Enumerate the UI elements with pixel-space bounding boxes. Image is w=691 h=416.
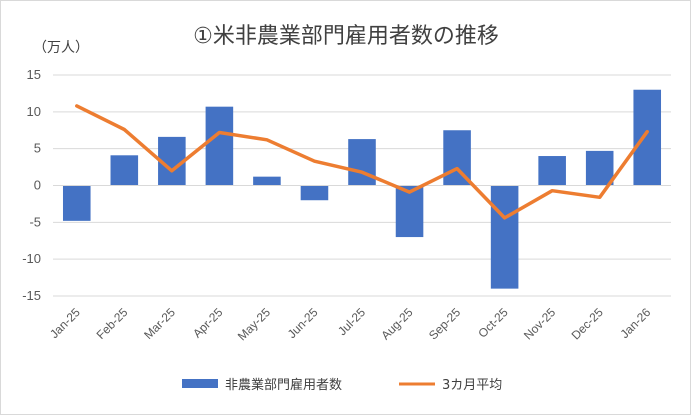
bar-Apr-25	[206, 107, 234, 186]
bar-Jul-25	[348, 139, 376, 185]
x-tick-label: Nov-25	[521, 305, 558, 342]
y-tick-label: 5	[34, 141, 41, 156]
x-tick-label: Mar-25	[141, 305, 178, 342]
y-tick-label: 15	[27, 67, 41, 82]
y-axis-ticks: 15 10 5 0 -5 -10 -15	[22, 67, 41, 303]
chart-title: ①米非農業部門雇用者数の推移	[193, 24, 499, 49]
y-tick-label: -5	[29, 214, 41, 229]
legend-line-label: 3カ月平均	[442, 378, 502, 393]
legend-bar-label: 非農業部門雇用者数	[225, 377, 342, 393]
x-tick-label: May-25	[235, 305, 273, 343]
x-tick-label: Jun-25	[285, 305, 321, 341]
y-axis-unit-label: （万人）	[33, 40, 89, 56]
bar-Dec-25	[586, 151, 614, 186]
bar-Jun-25	[301, 186, 329, 201]
bar-Feb-25	[111, 155, 139, 185]
bar-Jan-25	[63, 186, 91, 221]
y-tick-label: -15	[22, 288, 41, 303]
legend-bar-swatch	[182, 379, 218, 388]
x-tick-label: Jan-26	[617, 305, 653, 341]
x-tick-label: Jul-25	[335, 305, 368, 338]
y-tick-label: 0	[34, 178, 41, 193]
x-tick-label: Apr-25	[190, 305, 226, 341]
y-tick-label: -10	[22, 251, 41, 266]
bar-Jan-26	[633, 90, 661, 186]
bar-Oct-25	[491, 186, 519, 289]
x-tick-label: Jan-25	[47, 305, 83, 341]
x-tick-label: Dec-25	[569, 305, 606, 342]
legend: 非農業部門雇用者数 3カ月平均	[182, 377, 502, 393]
x-tick-label: Oct-25	[475, 305, 511, 341]
x-tick-label: Aug-25	[378, 305, 415, 342]
y-tick-label: 10	[27, 104, 41, 119]
bar-May-25	[253, 177, 281, 186]
x-tick-label: Sep-25	[426, 305, 463, 342]
bar-Nov-25	[538, 156, 566, 185]
x-tick-label: Feb-25	[94, 305, 131, 342]
